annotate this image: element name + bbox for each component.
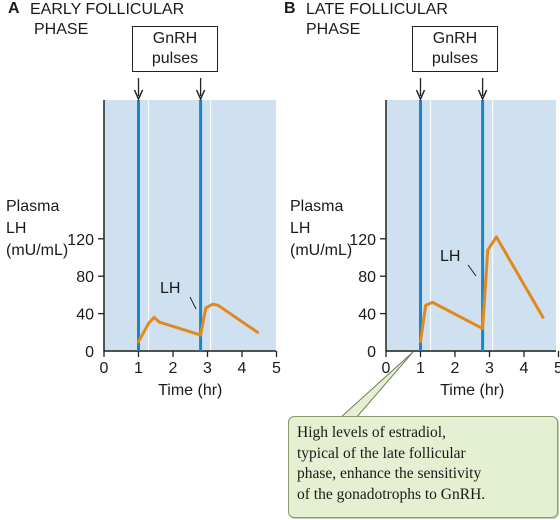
- panel-b-title-line-2: PHASE: [306, 21, 361, 38]
- panel-b-letter: B: [284, 0, 296, 17]
- panel-a-title-line-2: PHASE: [34, 21, 89, 38]
- panel-a-lh-label-leader: [189, 296, 197, 310]
- panel-a-ytick-label-40: 40: [76, 307, 94, 324]
- panel-a-title-line-1: EARLY FOLLICULAR: [30, 1, 185, 18]
- estradiol-note-text: High levels of estradiol, typical of the…: [297, 423, 551, 505]
- panel-a-ylabel-line-2: LH: [6, 220, 27, 237]
- panel-b-gnrh-box-line-2: pulses: [431, 50, 479, 67]
- panel-b-ytick-label-40: 40: [358, 307, 376, 324]
- panel-b-xtick-label-1: 1: [416, 360, 425, 377]
- panel-b-gnrh-arrow-head-1: [415, 89, 426, 101]
- panel-a-xlabel: Time (hr): [158, 382, 222, 399]
- panel-a-ytick-label-120: 120: [67, 232, 94, 249]
- panel-b-title-line-1: LATE FOLLICULAR: [306, 1, 448, 18]
- panel-b-ylabel-line-1: Plasma: [290, 198, 344, 215]
- panel-a-ylabel: Plasma LH (mU/mL): [6, 196, 68, 262]
- panel-b-gnrh-arrow-head-2: [477, 89, 488, 101]
- panel-b-gnrh-box-line-1: GnRH: [432, 30, 478, 47]
- panel-b-ylabel-line-2: LH: [290, 220, 311, 237]
- panel-a-xtick-label-3: 3: [203, 360, 212, 377]
- panel-a-xtick-label-0: 0: [100, 360, 109, 377]
- panel-b-ytick-label-0: 0: [367, 344, 376, 361]
- panel-b-lh-label-leader: [467, 264, 477, 277]
- panel-b-xtick-label-0: 0: [382, 360, 391, 377]
- panel-a-xtick-label-1: 1: [134, 360, 143, 377]
- panel-a-ytick-label-80: 80: [76, 269, 94, 286]
- panel-b-chart: 0 40 80 120 0 1 2 3 4 5 Time (hr) LH: [349, 78, 560, 399]
- note-line-1: High levels of estradiol,: [297, 424, 446, 441]
- panel-a-xtick-label-5: 5: [272, 360, 281, 377]
- panel-a-title: EARLY FOLLICULAR PHASE: [30, 0, 184, 40]
- panel-a-ylabel-line-1: Plasma: [6, 198, 60, 215]
- panel-a-chart: 0 40 80 120 0 1 2 3 4 5 Time (hr) LH: [67, 78, 281, 399]
- note-line-2: typical of the late follicular: [297, 444, 466, 462]
- panel-b-ytick-label-120: 120: [349, 232, 376, 249]
- panel-b-xtick-label-3: 3: [485, 360, 494, 377]
- panel-b-plot-area: [386, 100, 556, 352]
- panel-b-title: LATE FOLLICULAR PHASE: [306, 0, 448, 40]
- panel-a-letter: A: [8, 0, 20, 17]
- panel-a-plot-area: [104, 100, 276, 352]
- panel-a-gnrh-arrow-head-2: [195, 89, 206, 101]
- panel-b-ylabel: Plasma LH (mU/mL): [290, 196, 352, 262]
- estradiol-note-pointer: [338, 351, 414, 419]
- note-line-3: phase, enhance the sensitivity: [297, 465, 482, 482]
- panel-b-lh-label: LH: [440, 248, 460, 265]
- note-line-4: of the gonadotrophs to GnRH.: [297, 485, 486, 503]
- panel-a-gnrh-box-line-1: GnRH: [152, 30, 198, 47]
- panel-b-ylabel-line-3: (mU/mL): [290, 242, 353, 259]
- panel-a-gnrh-box-line-2: pulses: [151, 50, 199, 67]
- panel-a-ytick-label-0: 0: [85, 344, 94, 361]
- panel-a-xtick-label-4: 4: [238, 360, 247, 377]
- panel-b-ytick-label-80: 80: [358, 269, 376, 286]
- panel-b-gnrh-box: GnRH pulses: [412, 26, 498, 72]
- panel-a-ylabel-line-3: (mU/mL): [6, 242, 69, 259]
- panel-b-xlabel: Time (hr): [440, 382, 504, 399]
- panel-b-xtick-label-2: 2: [451, 360, 460, 377]
- panel-a-lh-label: LH: [160, 280, 180, 297]
- panel-a-gnrh-arrow-head-1: [133, 89, 144, 101]
- panel-b-xtick-label-4: 4: [520, 360, 529, 377]
- panel-b-xtick-label-5: 5: [554, 360, 560, 377]
- panel-a-gnrh-box: GnRH pulses: [132, 26, 218, 72]
- panel-a-xtick-label-2: 2: [169, 360, 178, 377]
- estradiol-note: High levels of estradiol, typical of the…: [288, 416, 558, 518]
